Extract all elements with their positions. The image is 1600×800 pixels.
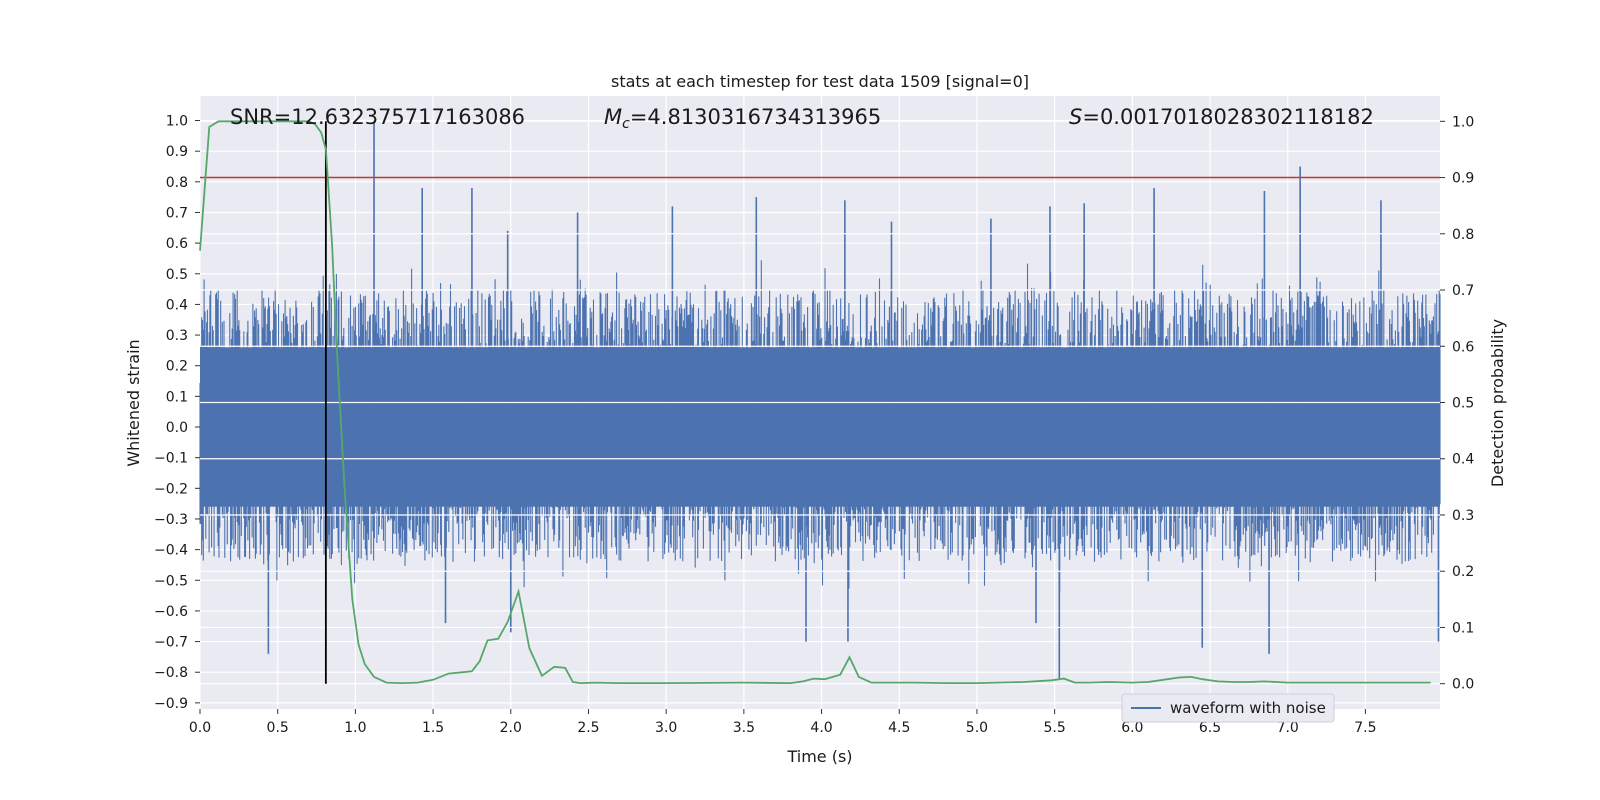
- chirp-mass-value: =4.8130316734313965: [630, 105, 881, 129]
- y-left-tick-label: −0.2: [154, 481, 188, 497]
- x-tick-label: 6.0: [1121, 720, 1143, 736]
- y-left-tick-label: −0.8: [154, 665, 188, 681]
- probability-line: [199, 120, 1431, 685]
- waveform-series: [199, 120, 1441, 679]
- x-tick-label: 7.0: [1277, 720, 1299, 736]
- x-tick-label: 0.5: [267, 720, 289, 736]
- s-symbol: S: [1069, 105, 1082, 129]
- waveform-core: [200, 347, 1440, 507]
- y-left-tick-label: −0.3: [154, 512, 188, 528]
- x-tick-label: 6.5: [1199, 720, 1221, 736]
- y-left-tick-label: −0.7: [154, 635, 188, 651]
- legend: waveform with noise: [1121, 693, 1335, 723]
- y-left-tick-label: 0.2: [166, 359, 188, 375]
- probability-series: [199, 120, 1431, 685]
- y-right-tick-label: 0.0: [1452, 677, 1474, 693]
- legend-box: [1121, 693, 1335, 723]
- y-left-tick-label: 0.1: [166, 389, 188, 405]
- axis-ticks: 0.0 0.5 1.0 1.5 2.0 2.5 3.0 3.5 4.0 4.5 5.0 5.5 6.0 6…: [154, 114, 1474, 736]
- y-left-tick-label: 1.0: [166, 114, 188, 130]
- y-left-tick-label: 0.5: [166, 267, 188, 283]
- x-tick-label: 4.0: [810, 720, 832, 736]
- s-annotation: S=0.0017018028302118182: [1069, 105, 1374, 129]
- y-left-tick-label: −0.5: [154, 573, 188, 589]
- snr-annotation: SNR=12.632375717163086: [230, 105, 525, 129]
- chirp-mass-annotation: Mc=4.8130316734313965: [604, 105, 881, 132]
- y-left-tick-label: −0.1: [154, 451, 188, 467]
- x-axis-label: Time (s): [786, 747, 852, 766]
- chart-title: stats at each timestep for test data 150…: [611, 72, 1029, 91]
- x-tick-label: 4.5: [888, 720, 910, 736]
- y-axis-right-label: Detection probability: [1488, 319, 1507, 487]
- y-right-tick-label: 0.8: [1452, 227, 1474, 243]
- y-left-tick-label: 0.3: [166, 328, 188, 344]
- y-right-tick-label: 0.7: [1452, 283, 1474, 299]
- y-right-tick-label: 0.9: [1452, 171, 1474, 187]
- x-tick-label: 0.0: [189, 720, 211, 736]
- y-right-tick-label: 0.6: [1452, 339, 1474, 355]
- s-value: =0.0017018028302118182: [1082, 105, 1374, 129]
- x-tick-label: 3.5: [733, 720, 755, 736]
- y-right-tick-label: 1.0: [1452, 114, 1474, 130]
- y-axis-left-label: Whitened strain: [124, 339, 143, 466]
- x-tick-label: 3.0: [655, 720, 677, 736]
- chirp-mass-symbol: M: [604, 105, 622, 129]
- x-tick-label: 1.5: [422, 720, 444, 736]
- y-left-tick-label: 0.4: [166, 297, 188, 313]
- y-left-tick-label: −0.4: [154, 543, 188, 559]
- x-tick-label: 5.5: [1044, 720, 1066, 736]
- x-tick-label: 5.0: [966, 720, 988, 736]
- chirp-mass-subscript: c: [622, 116, 630, 132]
- y-right-tick-label: 0.1: [1452, 620, 1474, 636]
- y-right-tick-label: 0.3: [1452, 508, 1474, 524]
- y-left-tick-label: 0.9: [166, 144, 188, 160]
- x-tick-label: 1.0: [344, 720, 366, 736]
- y-left-tick-label: 0.7: [166, 205, 188, 221]
- x-tick-label: 2.0: [500, 720, 522, 736]
- y-left-tick-label: −0.9: [154, 696, 188, 712]
- x-tick-label: 2.5: [577, 720, 599, 736]
- y-left-tick-label: 0.6: [166, 236, 188, 252]
- y-right-tick-label: 0.2: [1452, 564, 1474, 580]
- y-left-tick-label: 0.8: [166, 175, 188, 191]
- y-left-tick-label: −0.6: [154, 604, 188, 620]
- y-left-tick-label: 0.0: [166, 420, 188, 436]
- x-tick-label: 7.5: [1354, 720, 1376, 736]
- y-right-tick-label: 0.5: [1452, 396, 1474, 412]
- legend-label: waveform with noise: [1170, 699, 1326, 717]
- y-right-tick-label: 0.4: [1452, 452, 1474, 468]
